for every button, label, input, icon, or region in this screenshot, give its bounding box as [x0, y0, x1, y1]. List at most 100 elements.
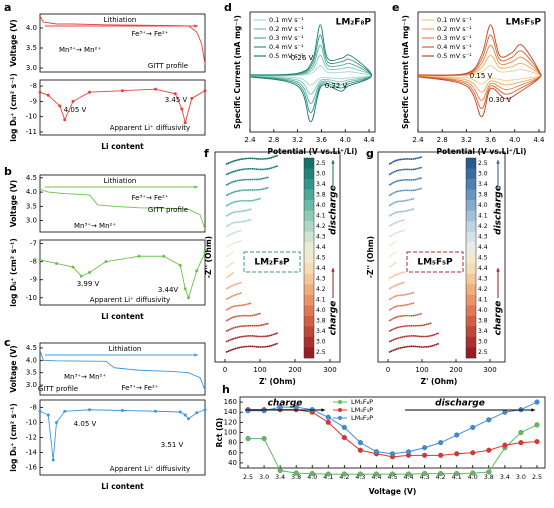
colorbar-swatch	[466, 179, 476, 190]
data-point	[183, 287, 187, 291]
y-tick-label: 4.5	[26, 344, 37, 352]
annotation: 4.05 V	[74, 420, 97, 428]
data-point	[438, 471, 444, 477]
y-tick-label: -11	[26, 128, 37, 136]
data-point	[534, 399, 540, 405]
data-point	[187, 417, 190, 421]
data-point	[422, 445, 428, 451]
colorbar-swatch	[304, 347, 314, 359]
impedance-curve	[225, 239, 244, 248]
x-tick-label: 300	[483, 366, 496, 374]
y-tick-label: -9	[30, 276, 37, 284]
x-tick-label: 4.2	[339, 474, 349, 481]
plot-frame	[249, 11, 376, 133]
x-tick-label: 4.1	[452, 474, 462, 481]
data-point	[357, 440, 363, 446]
colorbar-swatch	[304, 200, 314, 211]
colorbar-label: 3.4	[316, 181, 326, 188]
data-point	[51, 458, 55, 462]
data-line	[417, 65, 542, 85]
x-tick-label: 300	[323, 366, 336, 374]
colorbar-swatch	[466, 294, 476, 306]
colorbar-swatch	[304, 315, 314, 327]
data-point	[203, 251, 207, 255]
legend-label: 0.2 mV s⁻¹	[269, 25, 304, 33]
y-tick-label: 4.5	[26, 174, 37, 182]
data-point	[470, 450, 476, 456]
annotation: Mn³⁺→ Mn²⁺	[59, 46, 101, 54]
annotation: Fe³⁺→ Fe²⁺	[132, 30, 169, 38]
colorbar-label: 3.8	[316, 318, 326, 325]
colorbar-label: 4.4	[478, 244, 488, 251]
data-line	[249, 54, 372, 95]
x-tick-label: 4.4	[371, 474, 381, 481]
y-axis-label: Specific Current (mA mg⁻¹)	[233, 15, 242, 129]
impedance-curve	[225, 250, 235, 258]
y-tick-label: 3.5	[26, 202, 37, 210]
data-point	[38, 258, 42, 262]
impedance-curve	[388, 187, 423, 197]
data-point	[357, 447, 363, 453]
impedance-curve	[225, 322, 270, 332]
colorbar-label: 3.8	[478, 191, 488, 198]
data-point	[88, 408, 91, 412]
plot-frame	[39, 342, 206, 396]
colorbar-swatch	[466, 305, 476, 317]
data-point	[373, 471, 379, 477]
annotation: charge	[268, 399, 303, 409]
x-axis-label: Potential (V vs.Li⁺/Li)	[268, 147, 358, 156]
colorbar-label: 4.0	[316, 307, 326, 314]
data-point	[203, 89, 207, 93]
colorbar-label: 4.2	[316, 286, 326, 293]
impedance-curve	[225, 342, 279, 353]
x-tick-label: 2.8	[268, 136, 279, 144]
data-point	[470, 470, 476, 476]
data-point	[438, 440, 444, 446]
y-tick-label: 3.0	[26, 64, 37, 72]
data-line	[39, 15, 206, 65]
colorbar-label: 4.3	[316, 276, 326, 283]
plot-frame	[417, 11, 546, 133]
x-tick-label: 3.0	[516, 474, 526, 481]
data-point	[46, 413, 50, 417]
x-tick-label: 4.0	[340, 136, 351, 144]
panel-letter: a	[4, 1, 11, 14]
colorbar-label: 4.2	[316, 223, 326, 230]
annotation: 3.99 V	[77, 280, 100, 288]
y-axis-label: Specific Current (mA mg⁻¹)	[401, 15, 410, 129]
colorbar-label: 3.8	[478, 318, 488, 325]
y-tick-label: 120	[224, 418, 237, 426]
legend-label: 0.2 mV s⁻¹	[437, 25, 472, 33]
title-box	[406, 251, 464, 273]
x-tick-label: 3.4	[275, 474, 285, 481]
colorbar-swatch	[466, 263, 476, 275]
data-point	[261, 408, 267, 414]
data-point	[183, 121, 187, 125]
x-tick-label: 100	[253, 366, 266, 374]
annotation: charge	[494, 301, 504, 336]
colorbar-swatch	[466, 231, 476, 243]
annotation: Apparent Li⁺ diffusivity	[110, 465, 190, 473]
data-point	[454, 471, 460, 477]
data-point	[502, 409, 508, 415]
data-line	[249, 44, 372, 104]
impedance-curve	[388, 250, 398, 258]
impedance-curve	[388, 197, 415, 207]
impedance-curve	[388, 166, 423, 176]
annotation: Apparent Li⁺ diffusivity	[110, 124, 190, 132]
y-axis-label: log Dₗᵢ⁺ (cm² s⁻¹)	[9, 403, 18, 472]
colorbar-label: 4.3	[478, 233, 488, 240]
x-tick-label: 3.0	[259, 474, 269, 481]
colorbar-swatch	[466, 347, 476, 359]
impedance-curve	[225, 291, 244, 300]
annotation: Lithiation	[104, 177, 137, 185]
impedance-curve	[388, 281, 406, 290]
data-point	[502, 442, 508, 448]
annotation: Lithiation	[109, 345, 142, 353]
colorbar-swatch	[304, 158, 314, 169]
data-point	[178, 410, 182, 414]
y-tick-label: 160	[224, 398, 237, 406]
x-tick-label: 200	[449, 366, 462, 374]
impedance-curve	[388, 240, 398, 247]
x-tick-label: 2.4	[412, 136, 424, 144]
